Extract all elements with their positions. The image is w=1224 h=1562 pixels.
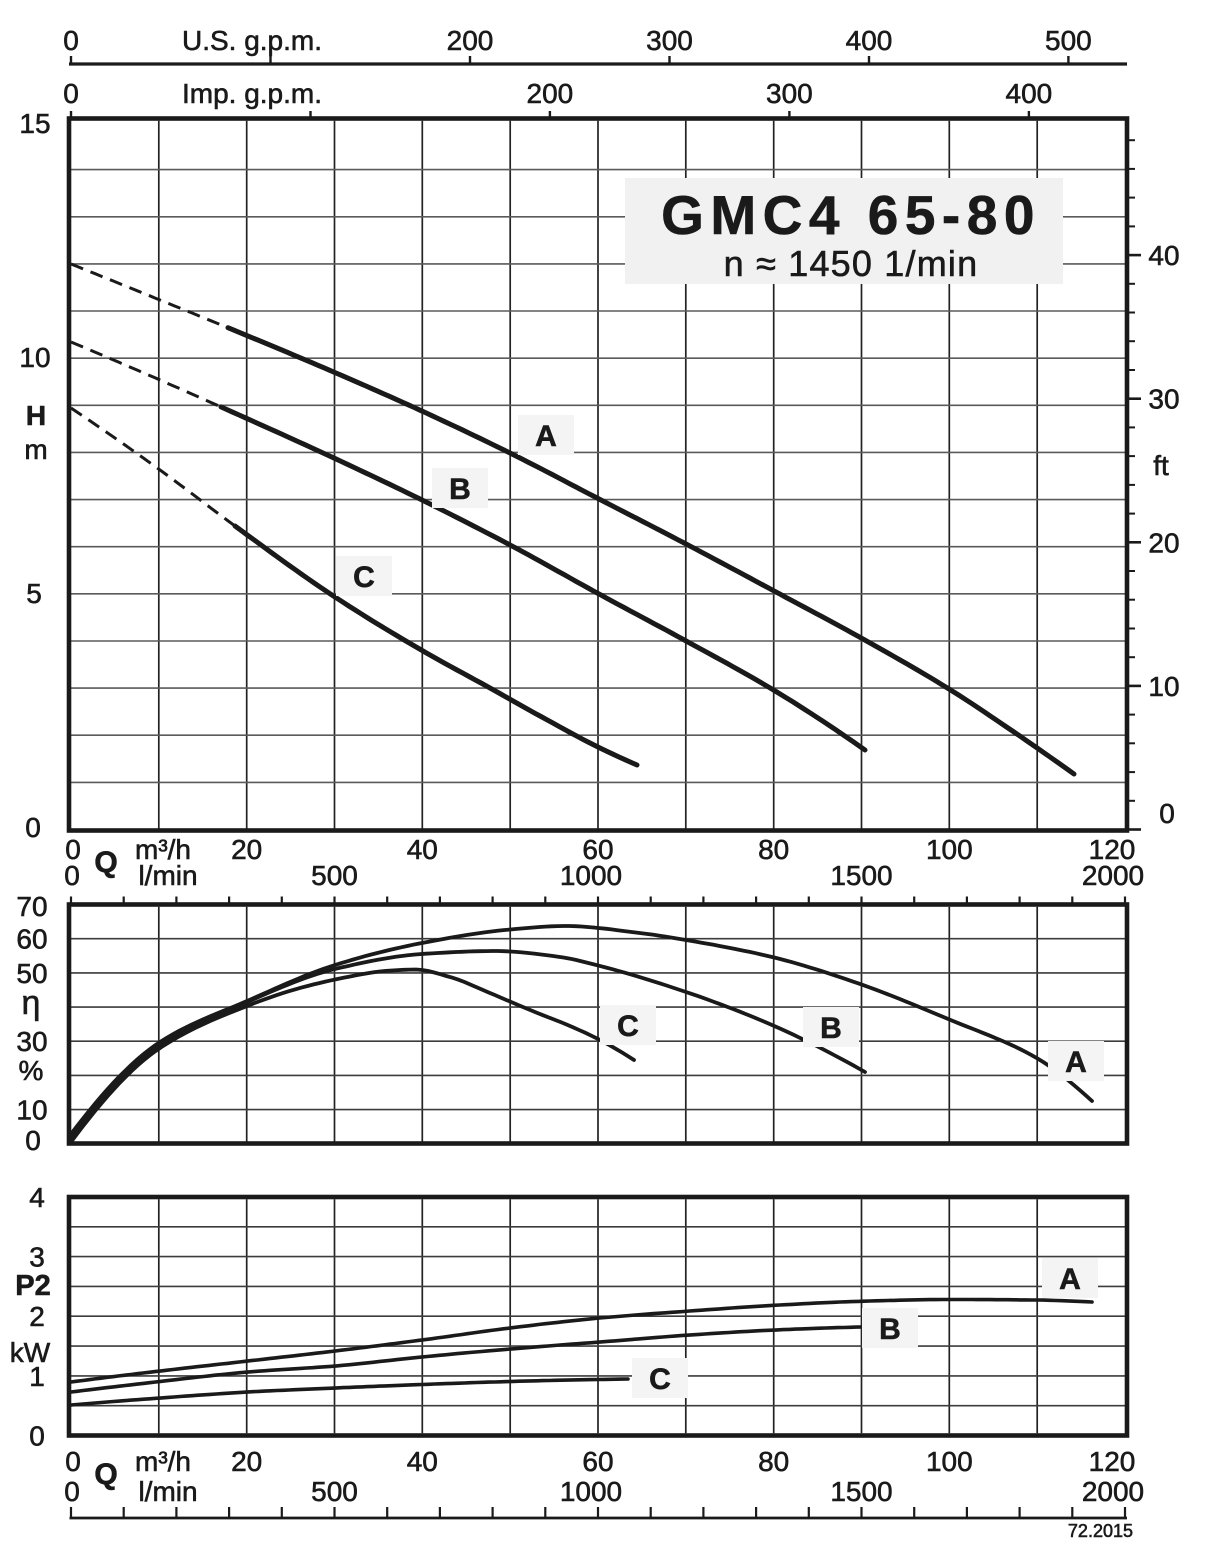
svg-text:10: 10: [19, 342, 50, 373]
svg-text:100: 100: [926, 834, 973, 865]
svg-text:2000: 2000: [1082, 1476, 1144, 1507]
svg-text:2000: 2000: [1082, 860, 1144, 891]
svg-text:200: 200: [447, 25, 494, 56]
svg-text:60: 60: [16, 924, 47, 955]
svg-text:120: 120: [1089, 1446, 1136, 1477]
svg-text:%: %: [19, 1055, 44, 1086]
svg-text:1: 1: [29, 1361, 45, 1392]
svg-text:A: A: [1059, 1263, 1081, 1296]
svg-text:C: C: [649, 1363, 671, 1396]
svg-text:300: 300: [766, 78, 813, 109]
svg-text:20: 20: [1148, 527, 1179, 558]
svg-text:m³/h: m³/h: [135, 834, 191, 865]
svg-text:η: η: [22, 984, 41, 1022]
svg-text:B: B: [449, 473, 471, 506]
svg-text:B: B: [820, 1012, 842, 1045]
svg-text:20: 20: [231, 1446, 262, 1477]
svg-text:40: 40: [407, 834, 438, 865]
svg-text:30: 30: [1148, 384, 1179, 415]
svg-text:B: B: [879, 1313, 901, 1346]
svg-text:1500: 1500: [830, 1476, 892, 1507]
svg-text:50: 50: [16, 958, 47, 989]
svg-text:500: 500: [311, 860, 358, 891]
svg-text:500: 500: [311, 1476, 358, 1507]
svg-text:0: 0: [63, 78, 79, 109]
svg-text:30: 30: [16, 1026, 47, 1057]
svg-text:0: 0: [65, 1446, 81, 1477]
svg-text:m³/h: m³/h: [135, 1446, 191, 1477]
svg-text:120: 120: [1089, 834, 1136, 865]
svg-text:A: A: [1065, 1046, 1087, 1079]
svg-text:5: 5: [26, 578, 42, 609]
svg-text:H: H: [26, 400, 46, 431]
svg-text:500: 500: [1045, 25, 1092, 56]
svg-text:1500: 1500: [830, 860, 892, 891]
svg-text:0: 0: [64, 1476, 80, 1507]
svg-text:80: 80: [758, 834, 789, 865]
svg-text:m: m: [24, 434, 47, 465]
svg-text:P2: P2: [15, 1270, 50, 1302]
svg-text:200: 200: [527, 78, 574, 109]
svg-text:Q: Q: [94, 846, 117, 879]
svg-text:400: 400: [846, 25, 893, 56]
svg-text:C: C: [353, 561, 375, 594]
svg-text:U.S. g.p.m.: U.S. g.p.m.: [182, 25, 322, 56]
svg-text:Q: Q: [94, 1458, 117, 1491]
svg-text:40: 40: [407, 1446, 438, 1477]
svg-text:ft: ft: [1153, 450, 1169, 481]
svg-text:0: 0: [25, 1125, 41, 1156]
svg-text:2: 2: [29, 1301, 45, 1332]
svg-text:400: 400: [1006, 78, 1053, 109]
svg-text:A: A: [535, 420, 557, 453]
svg-text:300: 300: [646, 25, 693, 56]
svg-text:60: 60: [582, 834, 613, 865]
svg-text:kW: kW: [10, 1337, 51, 1368]
svg-text:72.2015: 72.2015: [1068, 1521, 1133, 1541]
svg-text:GMC4 65-80: GMC4 65-80: [661, 184, 1041, 246]
svg-text:80: 80: [758, 1446, 789, 1477]
svg-text:0: 0: [63, 25, 79, 56]
svg-text:1000: 1000: [560, 1476, 622, 1507]
svg-text:0: 0: [1159, 798, 1175, 829]
svg-text:C: C: [617, 1010, 639, 1043]
svg-text:l/min: l/min: [138, 860, 197, 891]
svg-text:4: 4: [29, 1182, 45, 1213]
svg-text:1000: 1000: [560, 860, 622, 891]
svg-text:40: 40: [1148, 240, 1179, 271]
svg-text:0: 0: [64, 860, 80, 891]
svg-text:70: 70: [16, 891, 47, 922]
svg-text:100: 100: [926, 1446, 973, 1477]
svg-text:0: 0: [65, 834, 81, 865]
svg-text:15: 15: [19, 108, 50, 139]
svg-text:10: 10: [16, 1095, 47, 1126]
svg-text:20: 20: [231, 834, 262, 865]
svg-text:60: 60: [582, 1446, 613, 1477]
svg-text:3: 3: [29, 1242, 45, 1273]
svg-text:l/min: l/min: [138, 1476, 197, 1507]
svg-text:Imp. g.p.m.: Imp. g.p.m.: [182, 78, 322, 109]
svg-text:10: 10: [1148, 671, 1179, 702]
svg-text:0: 0: [25, 812, 41, 843]
svg-text:n ≈ 1450 1/min: n ≈ 1450 1/min: [724, 243, 979, 284]
svg-text:0: 0: [29, 1421, 45, 1452]
